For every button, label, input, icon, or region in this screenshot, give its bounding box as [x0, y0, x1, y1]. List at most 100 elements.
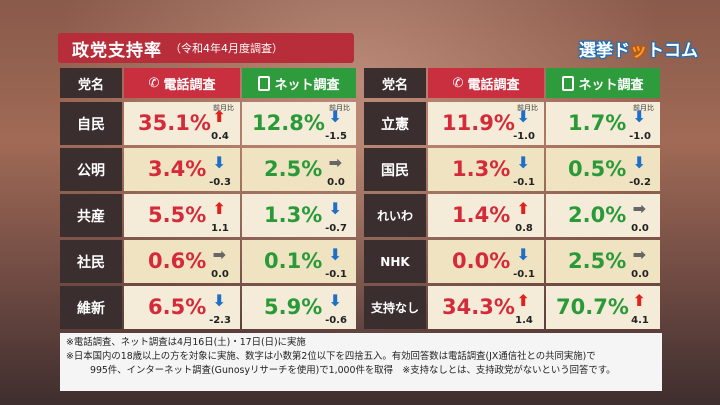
party-name: 国民	[364, 148, 426, 191]
arrow-up-icon: ⬆	[632, 291, 646, 310]
arrow-right-icon: ➡	[212, 245, 226, 264]
party-name: 社民	[60, 240, 122, 283]
net-value-cell: 2.0% ➡ 0.0	[546, 194, 660, 237]
phone-percent: 3.4%	[148, 157, 207, 181]
arrow-up-icon: ⬆	[516, 291, 530, 310]
net-percent: 70.7%	[556, 295, 629, 319]
net-value-cell: 0.1% ⬇ -0.1	[242, 240, 356, 283]
net-percent: 2.5%	[264, 157, 323, 181]
party-name: 維新	[60, 286, 122, 329]
arrow-down-icon: ⬇	[516, 153, 530, 172]
left-table: 党名 ✆ 電話調査 ネット調査 自民 35.1% 前月比 ⬆ 0.4 12.8% …	[60, 68, 358, 332]
table-row: 共産 5.5% ⬆ 1.1 1.3% ⬇ -0.7	[60, 194, 358, 237]
table-header: 党名 ✆ 電話調査 ネット調査	[364, 68, 662, 98]
table-header: 党名 ✆ 電話調査 ネット調査	[60, 68, 358, 98]
net-value-cell: 1.3% ⬇ -0.7	[242, 194, 356, 237]
prev-month-label: 前月比	[517, 104, 538, 112]
phone-value-cell: 35.1% 前月比 ⬆ 0.4	[124, 102, 240, 145]
party-name: れいわ	[364, 194, 426, 237]
net-percent: 1.3%	[264, 203, 323, 227]
net-value-cell: 0.5% ⬇ -0.2	[546, 148, 660, 191]
arrow-down-icon: ⬇	[632, 153, 646, 172]
net-delta: -1.5	[325, 131, 347, 142]
arrow-up-icon: ⬆	[516, 199, 530, 218]
right-table: 党名 ✆ 電話調査 ネット調査 立憲 11.9% 前月比 ⬇ -1.0 1.7% …	[364, 68, 662, 332]
net-value-cell: 2.5% ➡ 0.0	[242, 148, 356, 191]
header-phone: ✆ 電話調査	[124, 68, 240, 98]
table-row: れいわ 1.4% ⬆ 0.8 2.0% ➡ 0.0	[364, 194, 662, 237]
phone-value-cell: 3.4% ⬇ -0.3	[124, 148, 240, 191]
phone-value-cell: 34.3% ⬆ 1.4	[428, 286, 544, 329]
net-value-cell: 1.7% 前月比 ⬇ -1.0	[546, 102, 660, 145]
table-row: 支持なし 34.3% ⬆ 1.4 70.7% ⬆ 4.1	[364, 286, 662, 329]
net-delta: -0.6	[325, 315, 347, 326]
phone-delta: 0.4	[211, 131, 229, 142]
net-percent: 12.8%	[252, 111, 325, 135]
phone-percent: 35.1%	[138, 111, 211, 135]
page-subtitle: （令和4年4月度調査）	[170, 42, 283, 55]
phone-value-cell: 5.5% ⬆ 1.1	[124, 194, 240, 237]
net-value-cell: 70.7% ⬆ 4.1	[546, 286, 660, 329]
net-delta: -1.0	[629, 131, 651, 142]
net-delta: -0.2	[629, 177, 651, 188]
net-delta: -0.1	[325, 269, 347, 280]
arrow-down-icon: ⬇	[516, 245, 530, 264]
logo-text-2: ッ	[630, 41, 647, 61]
phone-value-cell: 0.0% ⬇ -0.1	[428, 240, 544, 283]
party-name: 共産	[60, 194, 122, 237]
net-delta: -0.7	[325, 223, 347, 234]
phone-percent: 1.3%	[452, 157, 511, 181]
phone-delta: 0.0	[211, 269, 229, 280]
phone-icon: ✆	[452, 75, 464, 91]
net-percent: 0.1%	[264, 249, 323, 273]
smartphone-icon	[562, 75, 575, 91]
phone-value-cell: 11.9% 前月比 ⬇ -1.0	[428, 102, 544, 145]
phone-value-cell: 0.6% ➡ 0.0	[124, 240, 240, 283]
party-name: 支持なし	[364, 286, 426, 329]
phone-value-cell: 1.4% ⬆ 0.8	[428, 194, 544, 237]
phone-percent: 34.3%	[442, 295, 515, 319]
prev-month-label: 前月比	[329, 104, 350, 112]
net-delta: 0.0	[327, 177, 345, 188]
net-percent: 5.9%	[264, 295, 323, 319]
arrow-right-icon: ➡	[632, 199, 646, 218]
net-delta: 0.0	[631, 223, 649, 234]
net-delta: 0.0	[631, 269, 649, 280]
party-name: NHK	[364, 240, 426, 283]
arrow-down-icon: ⬇	[212, 153, 226, 172]
logo-text-1: 選挙ド	[579, 41, 630, 61]
arrow-down-icon: ⬇	[212, 291, 226, 310]
prev-month-label: 前月比	[213, 104, 234, 112]
arrow-down-icon: ⬇	[328, 199, 342, 218]
page-title: 政党支持率	[72, 40, 162, 61]
arrow-down-icon: ⬇	[632, 107, 646, 126]
party-name: 公明	[60, 148, 122, 191]
net-value-cell: 5.9% ⬇ -0.6	[242, 286, 356, 329]
phone-percent: 0.6%	[148, 249, 207, 273]
phone-delta: -0.1	[513, 269, 535, 280]
net-value-cell: 2.5% ➡ 0.0	[546, 240, 660, 283]
phone-delta: -1.0	[513, 131, 535, 142]
smartphone-icon	[258, 75, 271, 91]
header-phone: ✆ 電話調査	[428, 68, 544, 98]
note-line: ※電話調査、ネット調査は4月16日(土)・17日(日)に実施	[66, 337, 306, 348]
table-row: 自民 35.1% 前月比 ⬆ 0.4 12.8% 前月比 ⬇ -1.5	[60, 102, 358, 145]
table-row: 立憲 11.9% 前月比 ⬇ -1.0 1.7% 前月比 ⬇ -1.0	[364, 102, 662, 145]
phone-value-cell: 1.3% ⬇ -0.1	[428, 148, 544, 191]
prev-month-label: 前月比	[633, 104, 654, 112]
arrow-up-icon: ⬆	[212, 107, 226, 126]
arrow-down-icon: ⬇	[516, 107, 530, 126]
phone-delta: -2.3	[209, 315, 231, 326]
net-percent: 2.5%	[568, 249, 627, 273]
arrow-right-icon: ➡	[328, 153, 342, 172]
phone-delta: 1.4	[515, 315, 533, 326]
net-percent: 1.7%	[568, 111, 627, 135]
title-bar: 政党支持率 （令和4年4月度調査）	[58, 33, 354, 63]
arrow-up-icon: ⬆	[212, 199, 226, 218]
phone-delta: 1.1	[211, 223, 229, 234]
arrow-down-icon: ⬇	[328, 245, 342, 264]
notes: ※電話調査、ネット調査は4月16日(土)・17日(日)に実施 ※日本国内の18歳…	[60, 333, 662, 391]
arrow-right-icon: ➡	[632, 245, 646, 264]
phone-percent: 6.5%	[148, 295, 207, 319]
phone-icon: ✆	[148, 75, 160, 91]
